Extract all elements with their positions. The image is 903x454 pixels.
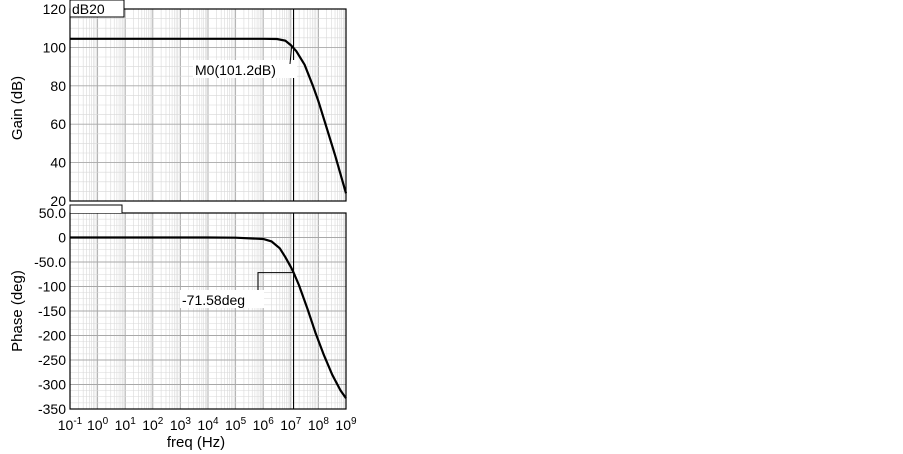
x-tick-label: 101 <box>115 416 137 433</box>
phase-ytick-label: -300 <box>38 377 66 393</box>
phase-ytick-label: -50.0 <box>34 254 66 270</box>
phase-plot-frame <box>69 212 347 410</box>
phase-ytick-label: 0 <box>58 230 66 246</box>
gain-marker: M0(101.2dB) <box>193 9 297 201</box>
gain-panel: dB20 120 100 80 60 40 20 Gain (dB) M0(101.2dB… <box>9 0 348 209</box>
phase-ytick-label: 50.0 <box>39 205 66 221</box>
gain-ylabel: Gain (dB) <box>9 76 26 140</box>
phase-marker-label: -71.58deg <box>182 292 245 308</box>
phase-marker-leader <box>257 272 294 293</box>
phase-marker: -71.58deg <box>180 213 295 409</box>
gain-marker-leader <box>289 47 293 65</box>
gain-tag-box <box>69 0 125 18</box>
gain-yticks: 120 100 80 60 40 20 <box>43 1 67 209</box>
x-tick-label: 100 <box>87 416 109 433</box>
gain-ytick-label: 80 <box>50 78 66 94</box>
gain-tag: dB20 <box>72 1 105 17</box>
gain-ytick-label: 40 <box>50 155 66 171</box>
x-tick-label: 10-1 <box>58 416 83 433</box>
gain-ytick-label: 20 <box>50 193 66 209</box>
gain-marker-label: M0(101.2dB) <box>195 62 276 78</box>
gain-ytick-label: 60 <box>50 116 66 132</box>
phase-ytick-label: -150 <box>38 303 66 319</box>
x-tick-label: 105 <box>225 416 247 433</box>
phase-ylabel: Phase (deg) <box>9 270 26 352</box>
x-tick-label: 103 <box>170 416 192 433</box>
x-tick-label: 104 <box>197 416 219 433</box>
phase-grid <box>69 212 347 410</box>
gain-marker-label-bg <box>193 60 297 78</box>
phase-marker-label-bg <box>180 290 264 308</box>
phase-yticks: 50.0 0 -50.0 -100 -150 -200 -250 -300 -350 <box>34 205 66 417</box>
phase-ytick-label: -100 <box>38 279 66 295</box>
x-tick-label: 106 <box>253 416 275 433</box>
x-tick-label: 107 <box>280 416 302 433</box>
x-ticks: 10-1 100 101 102 103 104 105 106 107 108 109 <box>58 416 357 433</box>
gain-ytick-label: 120 <box>43 1 67 17</box>
phase-ytick-label: -250 <box>38 352 66 368</box>
gain-plot-frame <box>69 8 347 202</box>
x-tick-label: 102 <box>142 416 164 433</box>
gain-series-line <box>70 37 348 194</box>
phase-series-line <box>70 236 347 399</box>
phase-tab-outline <box>69 204 123 213</box>
phase-ytick-label: -350 <box>38 401 66 417</box>
x-tick-label: 108 <box>308 416 330 433</box>
phase-panel: 50.0 0 -50.0 -100 -150 -200 -250 -300 -350 Phase… <box>9 204 357 451</box>
x-tick-label: 109 <box>335 416 357 433</box>
x-axis-label: freq (Hz) <box>167 434 225 451</box>
gain-ytick-label: 100 <box>43 39 67 55</box>
phase-ytick-label: -200 <box>38 328 66 344</box>
